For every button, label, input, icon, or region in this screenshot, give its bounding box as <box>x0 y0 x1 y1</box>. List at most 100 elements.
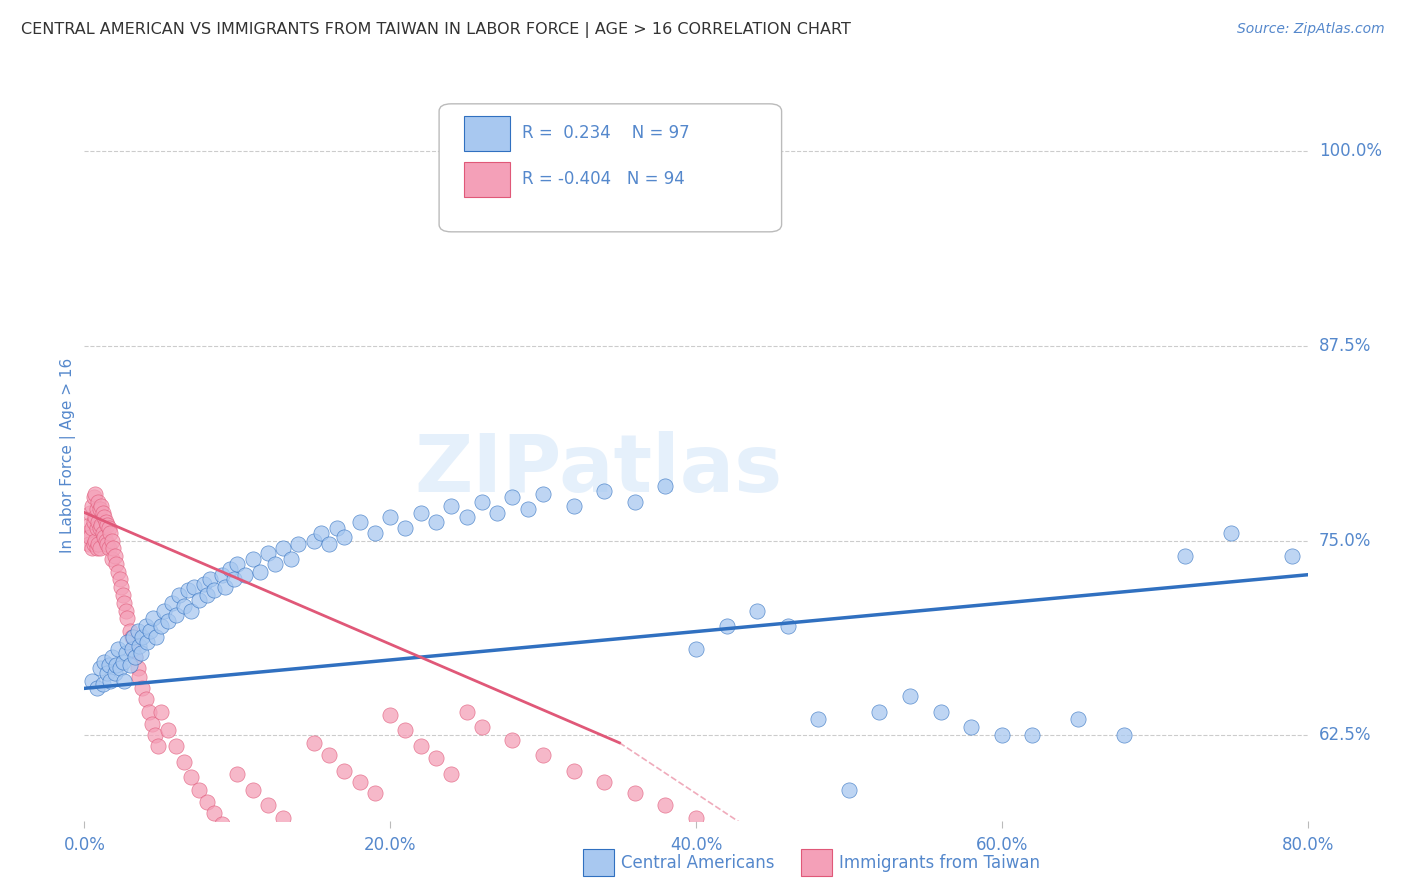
Point <box>136 634 159 648</box>
Point <box>94 533 117 548</box>
Point <box>325 521 347 535</box>
Point <box>531 487 554 501</box>
Point <box>991 728 1014 742</box>
Point <box>91 506 114 520</box>
Point <box>124 650 146 665</box>
Point <box>108 661 131 675</box>
Point <box>394 521 416 535</box>
Point <box>685 642 707 657</box>
Point <box>502 732 524 747</box>
Point <box>97 521 120 535</box>
Text: 62.5%: 62.5% <box>1319 726 1371 744</box>
Text: CENTRAL AMERICAN VS IMMIGRANTS FROM TAIWAN IN LABOR FORCE | AGE > 16 CORRELATION: CENTRAL AMERICAN VS IMMIGRANTS FROM TAIW… <box>21 22 851 38</box>
Point <box>89 661 111 675</box>
Point <box>486 506 509 520</box>
Point <box>287 536 309 550</box>
Point <box>96 665 118 680</box>
Point <box>86 502 108 516</box>
Point <box>84 487 107 501</box>
Point <box>869 705 891 719</box>
Point <box>96 518 118 533</box>
Point <box>101 552 124 566</box>
Point <box>112 673 135 688</box>
Point <box>114 646 136 660</box>
Point <box>562 764 585 778</box>
Point <box>471 494 494 508</box>
Point <box>271 541 294 556</box>
Point <box>86 521 108 535</box>
Point <box>89 502 111 516</box>
Point <box>83 490 105 504</box>
Point <box>131 630 153 644</box>
Point <box>593 774 616 789</box>
Text: Immigrants from Taiwan: Immigrants from Taiwan <box>839 854 1040 871</box>
Point <box>94 515 117 529</box>
Point <box>242 552 264 566</box>
Point <box>318 536 340 550</box>
Point <box>593 483 616 498</box>
Point <box>131 681 153 696</box>
Point <box>409 506 432 520</box>
Text: 87.5%: 87.5% <box>1319 337 1371 355</box>
Point <box>93 510 115 524</box>
Point <box>84 510 107 524</box>
Point <box>333 530 356 544</box>
Point <box>456 510 478 524</box>
Point <box>747 603 769 617</box>
Point <box>153 603 176 617</box>
Point <box>90 518 112 533</box>
Point <box>1220 525 1243 540</box>
Point <box>193 577 215 591</box>
Text: R = -0.404   N = 94: R = -0.404 N = 94 <box>522 170 685 188</box>
Point <box>114 603 136 617</box>
FancyBboxPatch shape <box>439 103 782 232</box>
Point <box>89 521 111 535</box>
Point <box>380 707 402 722</box>
Point <box>79 506 101 520</box>
Text: 100.0%: 100.0% <box>1319 143 1382 161</box>
Point <box>456 705 478 719</box>
Point <box>562 500 585 514</box>
Text: ZIPatlas: ZIPatlas <box>413 431 782 508</box>
Point <box>149 619 172 633</box>
Point <box>127 624 149 638</box>
Point <box>111 588 134 602</box>
Point <box>142 611 165 625</box>
Point <box>425 751 447 765</box>
Point <box>349 515 371 529</box>
Point <box>188 592 211 607</box>
Point <box>146 739 169 753</box>
Point <box>105 557 128 571</box>
Point <box>111 655 134 669</box>
Point <box>77 536 100 550</box>
Point <box>188 782 211 797</box>
Point <box>127 661 149 675</box>
Point <box>135 692 157 706</box>
Point <box>531 748 554 763</box>
Point <box>409 739 432 753</box>
Point <box>112 596 135 610</box>
Point <box>716 619 738 633</box>
Point <box>929 705 952 719</box>
Point <box>108 573 131 587</box>
Point <box>93 655 115 669</box>
Point <box>107 642 129 657</box>
Point <box>86 541 108 556</box>
Point <box>83 536 105 550</box>
Point <box>121 630 143 644</box>
Point <box>516 502 538 516</box>
Point <box>165 608 187 623</box>
Point <box>129 646 152 660</box>
Point <box>1067 713 1090 727</box>
Point <box>198 573 221 587</box>
Point <box>1114 728 1136 742</box>
Point <box>177 583 200 598</box>
Point <box>93 530 115 544</box>
Point <box>211 567 233 582</box>
Point <box>110 580 132 594</box>
Point <box>180 770 202 784</box>
Point <box>98 673 121 688</box>
Point <box>214 580 236 594</box>
Point <box>1021 728 1043 742</box>
Point <box>271 811 294 825</box>
